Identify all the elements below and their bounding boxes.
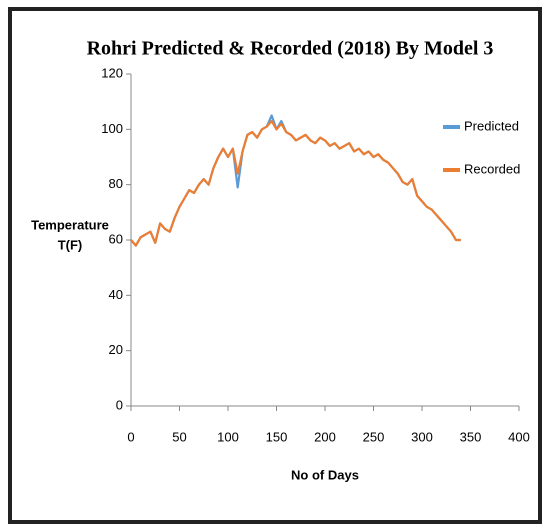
y-tick-label: 80 — [109, 176, 123, 191]
frame — [8, 7, 542, 524]
x-tick-label: 400 — [508, 429, 530, 444]
y-axis-label: Temperature — [31, 217, 109, 232]
x-tick-label: 50 — [172, 429, 186, 444]
series-line — [130, 119, 461, 247]
y-tick-label: 40 — [109, 287, 123, 302]
x-tick-label: 250 — [363, 429, 385, 444]
y-tick-label: 0 — [116, 397, 123, 412]
legend-label: Predicted — [464, 118, 519, 133]
x-tick-label: 200 — [314, 429, 336, 444]
x-tick-label: 150 — [266, 429, 288, 444]
x-tick-label: 0 — [127, 429, 134, 444]
legend-label: Recorded — [464, 161, 520, 176]
x-axis-label: No of Days — [291, 467, 359, 482]
y-tick-label: 120 — [101, 65, 123, 80]
x-tick-label: 350 — [460, 429, 482, 444]
y-tick-label: 20 — [109, 342, 123, 357]
y-tick-label: 100 — [101, 121, 123, 136]
x-tick-label: 300 — [411, 429, 433, 444]
y-tick-label: 60 — [109, 231, 123, 246]
x-tick-label: 100 — [217, 429, 239, 444]
chart-title: Rohri Predicted & Recorded (2018) By Mod… — [87, 38, 494, 60]
y-axis-label: T(F) — [58, 237, 83, 252]
